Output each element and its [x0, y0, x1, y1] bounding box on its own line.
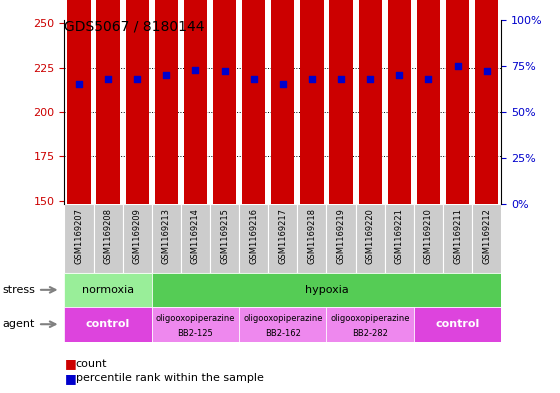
Text: GSM1169210: GSM1169210	[424, 208, 433, 264]
Text: BB2-162: BB2-162	[265, 329, 301, 338]
Point	[366, 75, 375, 82]
Bar	[152, 204, 181, 273]
Bar	[125, 0, 149, 204]
Point	[453, 63, 462, 69]
Text: GSM1169215: GSM1169215	[220, 208, 229, 264]
Bar	[472, 204, 501, 273]
Bar	[326, 204, 356, 273]
Bar	[181, 204, 210, 273]
Text: GSM1169218: GSM1169218	[307, 208, 316, 264]
Bar	[152, 307, 239, 342]
Text: BB2-282: BB2-282	[352, 329, 388, 338]
Bar	[300, 0, 324, 204]
Text: control: control	[86, 319, 130, 329]
Point	[278, 81, 287, 88]
Text: ■: ■	[64, 371, 76, 385]
Bar	[388, 0, 411, 204]
Text: GSM1169209: GSM1169209	[133, 208, 142, 264]
Text: GSM1169211: GSM1169211	[453, 208, 462, 264]
Bar	[67, 0, 91, 204]
Bar	[213, 0, 236, 204]
Point	[162, 72, 171, 78]
Text: oligooxopiperazine: oligooxopiperazine	[243, 314, 323, 323]
Bar	[268, 204, 297, 273]
Point	[220, 68, 229, 75]
Point	[74, 81, 83, 88]
Bar	[385, 204, 414, 273]
Text: GSM1169208: GSM1169208	[104, 208, 113, 264]
Text: GSM1169221: GSM1169221	[395, 208, 404, 264]
Bar	[329, 0, 353, 204]
Bar	[443, 204, 472, 273]
Text: GSM1169217: GSM1169217	[278, 208, 287, 264]
Text: GDS5067 / 8180144: GDS5067 / 8180144	[64, 19, 205, 33]
Bar	[326, 307, 414, 342]
Point	[307, 75, 316, 82]
Point	[133, 75, 142, 82]
Text: GSM1169220: GSM1169220	[366, 208, 375, 264]
Point	[337, 75, 346, 82]
Bar	[94, 204, 123, 273]
Text: GSM1169219: GSM1169219	[337, 208, 346, 264]
Bar	[414, 204, 443, 273]
Bar	[297, 204, 326, 273]
Text: percentile rank within the sample: percentile rank within the sample	[76, 373, 263, 383]
Text: hypoxia: hypoxia	[305, 285, 348, 295]
Bar	[271, 0, 295, 204]
Bar	[64, 307, 152, 342]
Text: ■: ■	[64, 357, 76, 370]
Text: stress: stress	[3, 285, 36, 295]
Bar	[155, 0, 178, 204]
Bar	[123, 204, 152, 273]
Bar	[210, 204, 239, 273]
Text: GSM1169216: GSM1169216	[249, 208, 258, 264]
Text: GSM1169212: GSM1169212	[482, 208, 491, 264]
Bar	[184, 0, 207, 204]
Point	[395, 72, 404, 78]
Bar	[96, 0, 120, 204]
Text: GSM1169214: GSM1169214	[191, 208, 200, 264]
Bar	[239, 307, 326, 342]
Text: BB2-125: BB2-125	[178, 329, 213, 338]
Bar	[242, 0, 265, 204]
Text: oligooxopiperazine: oligooxopiperazine	[156, 314, 235, 323]
Bar	[475, 0, 498, 204]
Bar	[358, 0, 382, 204]
Bar	[64, 273, 152, 307]
Text: control: control	[435, 319, 480, 329]
Text: oligooxopiperazine: oligooxopiperazine	[330, 314, 410, 323]
Text: GSM1169207: GSM1169207	[74, 208, 83, 264]
Point	[191, 66, 200, 73]
Point	[482, 68, 491, 75]
Bar	[414, 307, 501, 342]
Text: normoxia: normoxia	[82, 285, 134, 295]
Bar	[239, 204, 268, 273]
Bar	[446, 0, 469, 204]
Bar	[152, 273, 501, 307]
Bar	[417, 0, 440, 204]
Text: GSM1169213: GSM1169213	[162, 208, 171, 264]
Bar	[64, 204, 94, 273]
Bar	[356, 204, 385, 273]
Text: agent: agent	[3, 319, 35, 329]
Point	[104, 75, 113, 82]
Text: count: count	[76, 358, 107, 369]
Point	[249, 75, 258, 82]
Point	[424, 75, 433, 82]
